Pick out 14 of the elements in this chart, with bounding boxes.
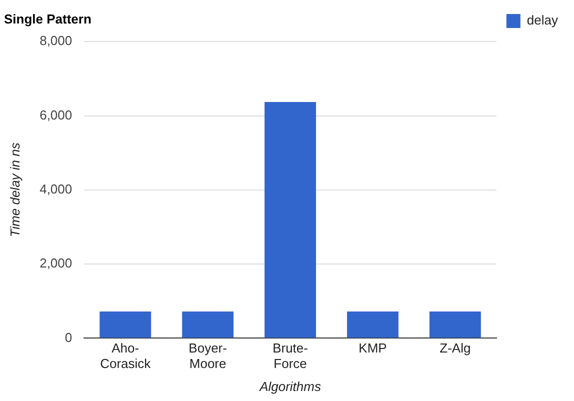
x-axis-title: Algorithms [258, 378, 322, 394]
y-tick-label: 0 [64, 330, 72, 345]
x-tick-label: Boyer-Moore [188, 340, 227, 372]
x-tick-label: KMP [358, 340, 387, 356]
y-tick-label: 8,000 [40, 33, 72, 48]
y-tick-label: 4,000 [40, 181, 72, 196]
y-axis-title: Time delay in ns [7, 142, 22, 238]
y-tick-label: 6,000 [40, 107, 72, 122]
legend-label: delay [526, 12, 558, 28]
x-tick-label: Aho-Corasick [100, 340, 152, 372]
y-tick-label: 2,000 [40, 256, 72, 271]
x-tick-label: Z-Alg [440, 340, 471, 356]
x-tick-label: Brute-Force [272, 340, 308, 372]
chart-title: Single Pattern [4, 11, 92, 26]
